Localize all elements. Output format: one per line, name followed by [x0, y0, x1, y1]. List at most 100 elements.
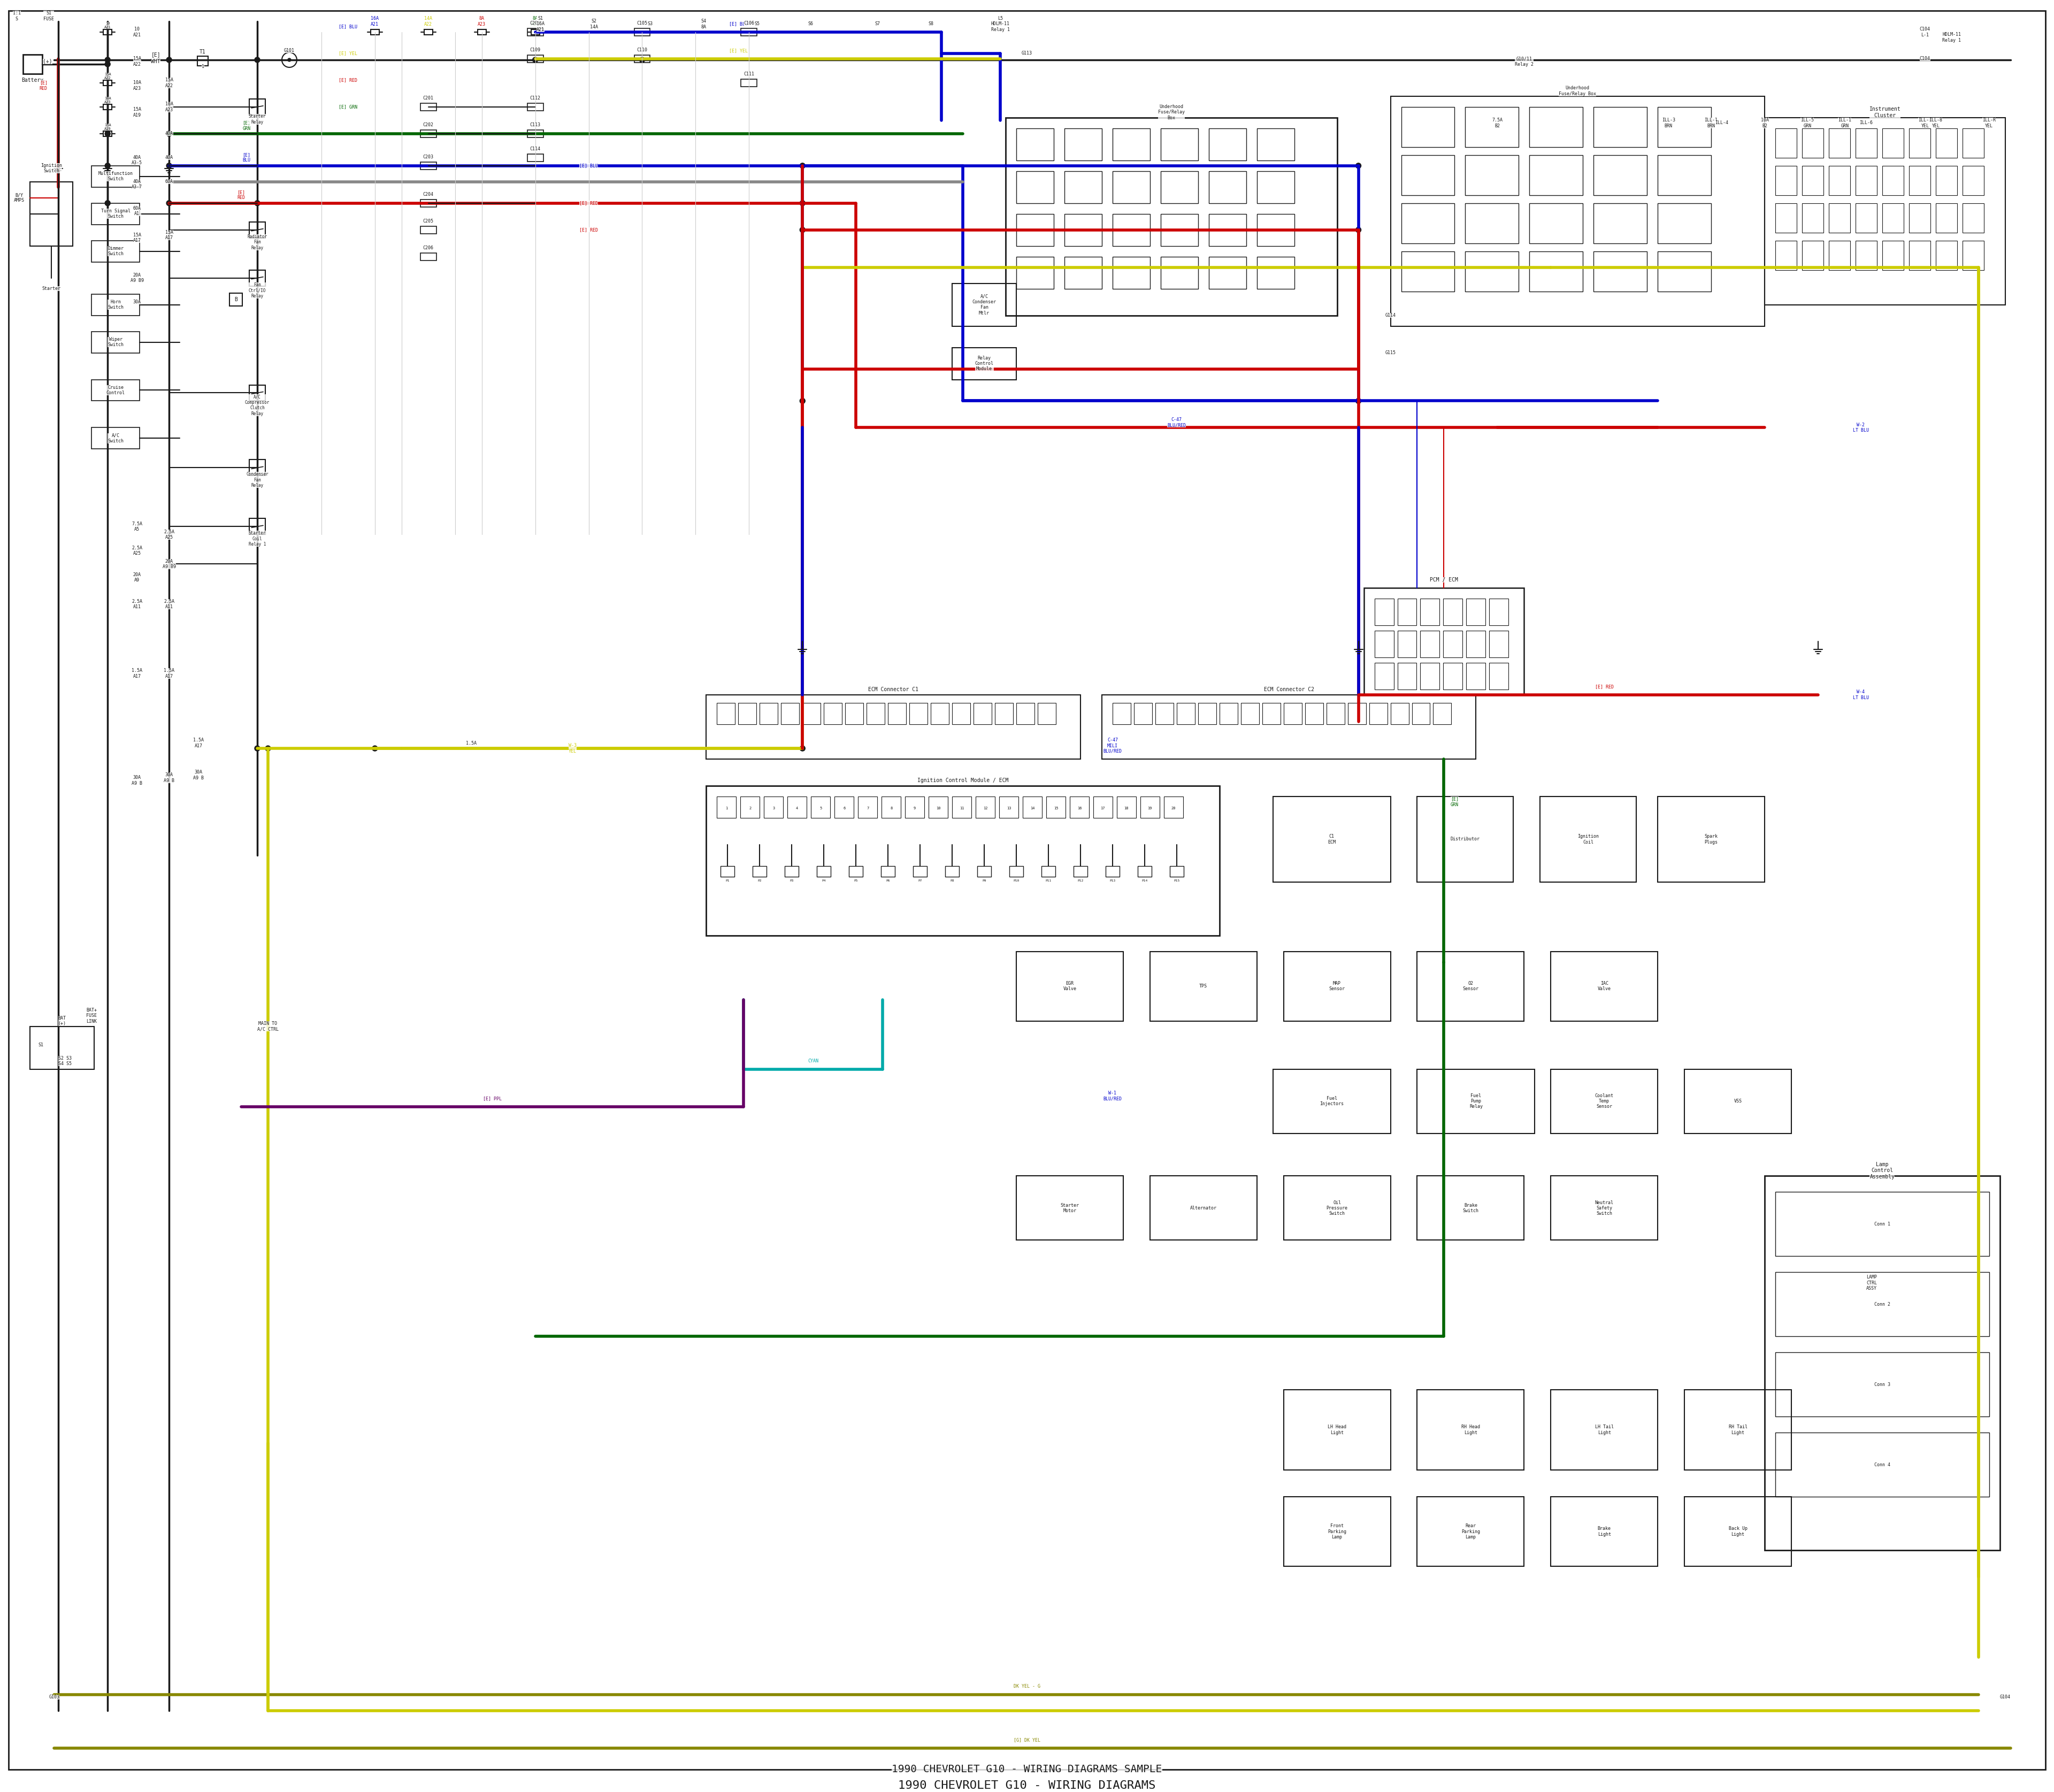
Text: Turn Signal
Switch: Turn Signal Switch	[101, 208, 129, 219]
Bar	[1113, 213, 1150, 246]
Text: P10: P10	[1013, 880, 1019, 882]
Bar	[528, 154, 542, 161]
Bar	[741, 79, 758, 86]
Bar	[1257, 213, 1294, 246]
Bar	[92, 428, 140, 450]
Bar	[1962, 240, 1984, 271]
Bar	[92, 294, 140, 315]
Bar	[249, 461, 265, 475]
Bar	[103, 81, 111, 86]
Bar	[1134, 702, 1152, 724]
Bar	[1881, 202, 1904, 233]
Bar	[1962, 202, 1984, 233]
Text: ILL-3
BRN: ILL-3 BRN	[1662, 118, 1676, 129]
Bar	[707, 787, 1220, 935]
Bar	[978, 866, 992, 876]
Bar	[1208, 170, 1247, 202]
Text: 1990 CHEVROLET G10 - WIRING DIAGRAMS SAMPLE: 1990 CHEVROLET G10 - WIRING DIAGRAMS SAM…	[891, 1765, 1163, 1774]
Bar	[1935, 202, 1957, 233]
Circle shape	[255, 201, 261, 206]
Circle shape	[105, 57, 111, 63]
Text: ILL-4: ILL-4	[1715, 120, 1729, 125]
Text: PCM / ECM: PCM / ECM	[1430, 577, 1458, 582]
Text: ILL-1
GRN: ILL-1 GRN	[1838, 118, 1851, 129]
Text: Conn 2: Conn 2	[1873, 1303, 1890, 1306]
Bar	[528, 104, 542, 111]
Bar	[1855, 165, 1877, 195]
Bar	[1304, 702, 1323, 724]
Bar	[1241, 702, 1259, 724]
Text: Spark
Plugs: Spark Plugs	[1705, 833, 1717, 844]
Circle shape	[105, 163, 111, 168]
Bar	[760, 702, 778, 724]
Text: Battery: Battery	[23, 77, 43, 82]
Text: 10
A21: 10 A21	[105, 22, 111, 29]
Text: VSS: VSS	[1734, 1098, 1742, 1104]
Text: 10
A21: 10 A21	[134, 27, 142, 38]
Bar	[1417, 952, 1524, 1021]
Bar	[717, 796, 735, 817]
Bar	[976, 796, 994, 817]
Bar	[928, 796, 947, 817]
Bar	[1935, 165, 1957, 195]
Text: 40A: 40A	[164, 156, 173, 159]
Text: A/C
Switch: A/C Switch	[107, 434, 123, 444]
Text: P11: P11	[1045, 880, 1052, 882]
Bar	[834, 796, 854, 817]
Bar	[1530, 202, 1584, 244]
Bar	[1017, 1176, 1124, 1240]
Bar	[1658, 108, 1711, 147]
Bar	[249, 385, 265, 401]
Text: Distributor: Distributor	[1450, 837, 1481, 842]
Text: S1
FUSE: S1 FUSE	[43, 11, 53, 22]
Bar	[1037, 702, 1056, 724]
Bar	[1220, 702, 1239, 724]
Bar	[421, 253, 435, 260]
Bar	[1908, 165, 1931, 195]
Bar	[1465, 156, 1518, 195]
Text: (+): (+)	[43, 59, 53, 65]
Bar	[1855, 240, 1877, 271]
Text: 8: 8	[889, 806, 891, 810]
Bar	[1489, 599, 1508, 625]
Bar	[1017, 702, 1035, 724]
Text: Starter
Coil
Relay 1: Starter Coil Relay 1	[249, 530, 265, 547]
Bar	[1263, 702, 1280, 724]
Text: B: B	[234, 297, 238, 303]
Circle shape	[799, 228, 805, 233]
Text: C208: C208	[530, 22, 540, 25]
Bar	[1009, 866, 1023, 876]
Text: 10A
A23: 10A A23	[105, 97, 111, 104]
Bar	[1017, 952, 1124, 1021]
Bar	[31, 181, 72, 246]
Text: 1990 CHEVROLET G10 - WIRING DIAGRAMS: 1990 CHEVROLET G10 - WIRING DIAGRAMS	[898, 1779, 1156, 1790]
Bar	[1908, 202, 1931, 233]
Text: Conn 4: Conn 4	[1873, 1462, 1890, 1468]
Bar	[1138, 866, 1152, 876]
Text: Rear
Parking
Lamp: Rear Parking Lamp	[1460, 1523, 1481, 1539]
Text: 20A
A9: 20A A9	[134, 572, 142, 582]
Bar	[881, 796, 902, 817]
Bar	[741, 29, 758, 36]
Bar	[1169, 866, 1183, 876]
Text: Instrument
Cluster: Instrument Cluster	[1869, 106, 1900, 118]
Text: ECM Connector C2: ECM Connector C2	[1263, 686, 1315, 692]
Text: C202: C202	[423, 122, 433, 127]
Bar	[1208, 213, 1247, 246]
Text: 15A
A22: 15A A22	[105, 73, 111, 81]
Bar	[1658, 202, 1711, 244]
Bar	[1374, 631, 1395, 658]
Bar	[1273, 796, 1391, 882]
Text: ILL-1
BRN: ILL-1 BRN	[1705, 118, 1717, 129]
Bar	[1881, 240, 1904, 271]
Bar	[1594, 202, 1647, 244]
Bar	[1397, 631, 1417, 658]
Bar	[1165, 796, 1183, 817]
Text: 10: 10	[937, 806, 941, 810]
Text: C-47
BLU/RED: C-47 BLU/RED	[1167, 418, 1185, 428]
Bar	[1801, 202, 1824, 233]
Text: 40A: 40A	[164, 131, 173, 136]
Bar	[1113, 256, 1150, 289]
Bar	[1855, 129, 1877, 158]
Text: S1: S1	[39, 1043, 43, 1048]
